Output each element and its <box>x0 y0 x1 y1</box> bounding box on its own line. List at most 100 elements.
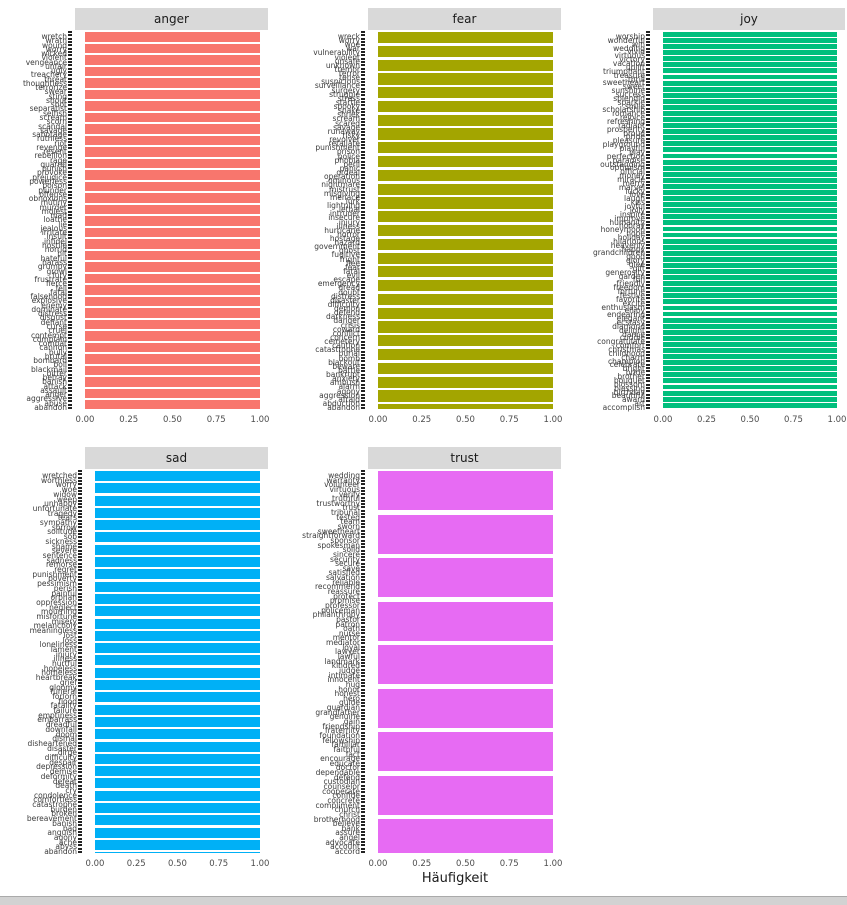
y-axis-label: threat <box>44 74 67 84</box>
y-tick-mark <box>361 589 365 592</box>
y-tick-mark <box>68 80 72 83</box>
y-tick-mark <box>646 227 650 230</box>
y-tick-mark <box>646 104 650 107</box>
y-tick-mark <box>78 483 82 486</box>
y-tick-mark <box>361 645 365 648</box>
y-tick-mark <box>78 705 82 708</box>
y-tick-mark <box>646 154 650 157</box>
y-axis-label: meaningless <box>29 626 77 636</box>
y-tick-mark <box>646 177 650 180</box>
y-tick-mark <box>68 293 72 296</box>
y-tick-mark <box>68 170 72 173</box>
y-axis-label: injury <box>338 217 360 227</box>
horizontal-scrollbar[interactable] <box>0 896 847 905</box>
bar <box>95 483 260 494</box>
y-axis-label: win <box>632 39 645 49</box>
bar <box>85 400 260 409</box>
y-tick-mark <box>646 127 650 130</box>
y-axis-label: fear <box>345 262 360 272</box>
y-tick-mark <box>361 373 365 376</box>
y-tick-mark <box>361 791 365 794</box>
y-tick-mark <box>361 393 365 396</box>
y-tick-mark <box>646 240 650 243</box>
y-axis-label: excite <box>622 298 645 308</box>
y-tick-mark <box>361 499 365 502</box>
x-tick-label: 0.25 <box>412 415 432 425</box>
y-axis-label: virtuous <box>614 51 645 61</box>
y-tick-mark <box>68 207 72 210</box>
y-axis-label: dread <box>338 283 360 293</box>
y-axis-label: punish <box>41 164 67 174</box>
y-tick-mark <box>646 70 650 73</box>
y-tick-mark <box>361 549 365 552</box>
y-axis-label: familiar <box>331 740 360 750</box>
y-tick-mark <box>361 134 365 137</box>
y-axis-label: wretched <box>42 471 77 480</box>
bar <box>95 741 260 752</box>
bar <box>95 495 260 506</box>
y-axis-label: innocent <box>327 675 360 685</box>
y-tick-mark <box>361 542 365 545</box>
y-axis-label: sincere <box>332 549 360 559</box>
bar <box>378 307 553 319</box>
bar <box>663 111 837 116</box>
y-axis-label: conflict <box>332 328 360 338</box>
y-tick-mark <box>361 57 365 60</box>
bar <box>85 112 260 122</box>
y-tick-mark <box>646 290 650 293</box>
y-tick-mark <box>361 353 365 356</box>
y-axis-label: obnoxious <box>28 194 67 204</box>
y-axis-label: heavenly <box>610 240 645 250</box>
bar <box>85 262 260 272</box>
y-tick-mark <box>68 104 72 107</box>
y-axis-label: bully <box>48 347 67 357</box>
bar <box>663 38 837 43</box>
y-tick-mark <box>361 552 365 555</box>
y-tick-mark <box>361 546 365 549</box>
y-tick-mark <box>78 698 82 701</box>
y-tick-mark <box>646 157 650 160</box>
y-tick-mark <box>361 811 365 814</box>
y-tick-mark <box>78 761 82 764</box>
x-tick-label: 0.75 <box>206 415 226 425</box>
y-tick-mark <box>646 237 650 240</box>
y-tick-mark <box>78 771 82 774</box>
y-tick-mark <box>361 844 365 847</box>
y-tick-mark <box>361 579 365 582</box>
bar <box>378 558 553 597</box>
bar <box>95 753 260 764</box>
y-tick-mark <box>361 347 365 350</box>
bar <box>663 80 837 86</box>
y-tick-mark <box>68 194 72 197</box>
y-tick-mark <box>68 174 72 177</box>
y-tick-mark <box>361 283 365 286</box>
y-tick-mark <box>646 94 650 97</box>
y-tick-mark <box>361 698 365 701</box>
y-tick-mark <box>361 837 365 840</box>
y-tick-mark <box>68 317 72 320</box>
y-tick-mark <box>646 234 650 237</box>
y-axis-label: revolver <box>329 135 360 145</box>
y-axis-label: recommend <box>315 582 360 592</box>
y-axis-label: defend <box>333 772 360 782</box>
y-tick-mark <box>361 104 365 107</box>
y-tick-mark <box>68 300 72 303</box>
y-tick-mark <box>68 337 72 340</box>
y-tick-mark <box>361 390 365 393</box>
y-axis-label: swear <box>44 87 67 97</box>
y-axis-label: risky <box>342 130 360 140</box>
y-axis-label: coward <box>332 324 360 334</box>
y-tick-mark <box>68 327 72 330</box>
y-axis-label: lawyer <box>335 647 360 657</box>
y-tick-mark <box>78 658 82 661</box>
bar <box>378 128 553 140</box>
y-axis-label: wound <box>42 40 67 50</box>
y-tick-mark <box>646 170 650 173</box>
y-tick-mark <box>78 569 82 572</box>
y-tick-mark <box>78 602 82 605</box>
y-axis-label: cannon <box>39 343 67 353</box>
y-tick-mark <box>646 31 650 33</box>
y-tick-mark <box>78 576 82 578</box>
bar <box>85 170 260 180</box>
bar <box>663 208 837 214</box>
